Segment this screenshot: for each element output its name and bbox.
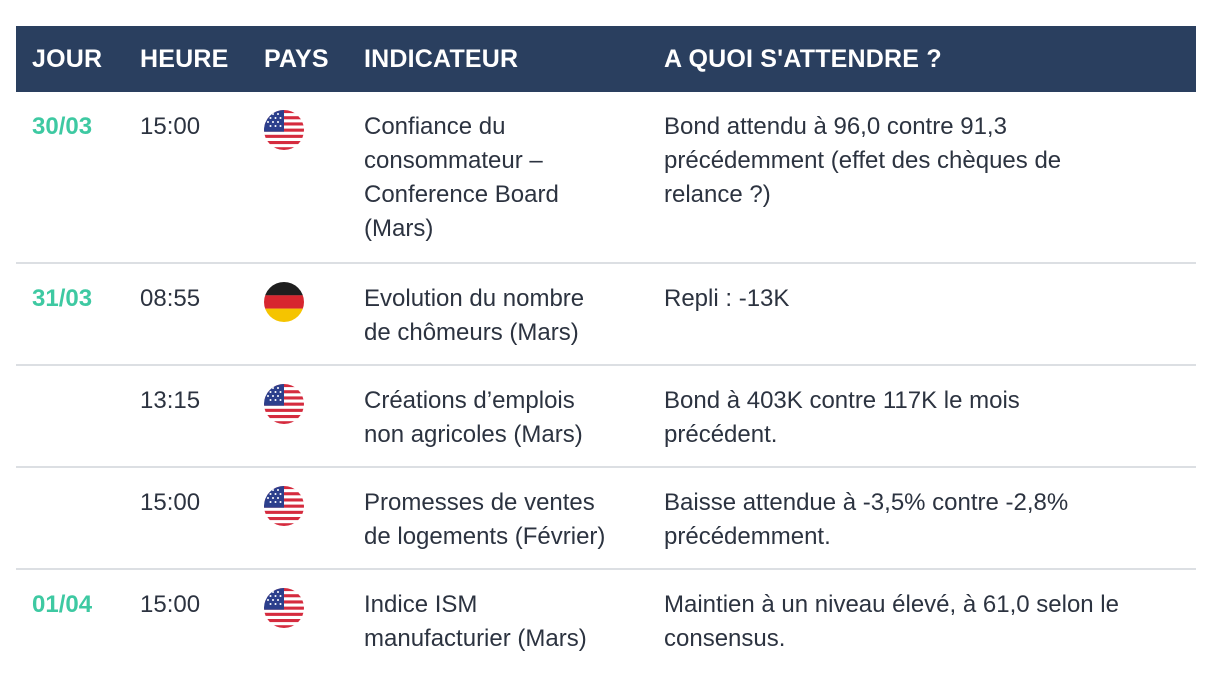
- indicator-line: non agricoles (Mars): [364, 421, 583, 448]
- header-heure: HEURE: [140, 44, 229, 73]
- indicator-cell: Evolution du nombre de chômeurs (Mars): [348, 282, 648, 350]
- expectation-line: précédemment.: [664, 523, 831, 550]
- indicator-line: Indice ISM: [364, 591, 478, 618]
- table-row: 31/03 08:55 Evolution du nombre de chôme…: [16, 264, 1196, 366]
- table-row: 13:15: [16, 366, 1196, 468]
- indicator-line: de logements (Février): [364, 523, 606, 550]
- expectation-line: Maintien à un niveau élevé, à 61,0 selon…: [664, 591, 1119, 618]
- header-indicateur: INDICATEUR: [364, 44, 519, 73]
- indicator-line: manufacturier (Mars): [364, 625, 587, 652]
- expectation-cell: Bond à 403K contre 117K le mois précéden…: [648, 384, 1196, 452]
- indicator-line: Promesses de ventes: [364, 489, 595, 516]
- indicator-cell: Confiance du consommateur – Conference B…: [348, 110, 648, 246]
- day-cell: 31/03: [32, 285, 93, 312]
- indicator-line: Conference Board: [364, 181, 559, 208]
- expectation-line: Bond attendu à 96,0 contre 91,3: [664, 113, 1007, 140]
- us-flag-icon: [264, 588, 304, 628]
- table-header: JOUR HEURE PAYS INDICATEUR A QUOI S'ATTE…: [16, 26, 1196, 92]
- us-flag-icon: [264, 110, 304, 150]
- indicator-line: Créations d’emplois: [364, 387, 575, 414]
- expectation-line: Bond à 403K contre 117K le mois: [664, 387, 1020, 414]
- indicator-line: (Mars): [364, 215, 434, 242]
- day-cell: 30/03: [32, 113, 93, 140]
- expectation-line: Repli : -13K: [664, 285, 790, 312]
- header-attendre: A QUOI S'ATTENDRE ?: [664, 44, 942, 73]
- indicator-cell: Indice ISM manufacturier (Mars): [348, 588, 648, 656]
- expectation-cell: Repli : -13K: [648, 282, 1196, 316]
- expectation-cell: Bond attendu à 96,0 contre 91,3 précédem…: [648, 110, 1196, 212]
- indicator-line: Evolution du nombre: [364, 285, 585, 312]
- expectation-cell: Baisse attendue à -3,5% contre -2,8% pré…: [648, 486, 1196, 554]
- country-cell: [248, 282, 348, 322]
- germany-flag-icon: [264, 282, 304, 322]
- table-row: 30/03 15:00: [16, 92, 1196, 264]
- expectation-line: relance ?): [664, 181, 771, 208]
- time-cell: 15:00: [140, 591, 201, 618]
- time-cell: 13:15: [140, 387, 201, 414]
- indicator-line: consommateur –: [364, 147, 543, 174]
- day-cell: 01/04: [32, 591, 93, 618]
- expectation-line: Baisse attendue à -3,5% contre -2,8%: [664, 489, 1069, 516]
- indicator-cell: Créations d’emplois non agricoles (Mars): [348, 384, 648, 452]
- indicator-line: de chômeurs (Mars): [364, 319, 579, 346]
- table-row: 15:00: [16, 468, 1196, 570]
- country-cell: [248, 110, 348, 150]
- table-row: 01/04 15:00: [16, 570, 1196, 672]
- time-cell: 15:00: [140, 113, 201, 140]
- indicator-cell: Promesses de ventes de logements (Févrie…: [348, 486, 648, 554]
- economic-calendar-table: JOUR HEURE PAYS INDICATEUR A QUOI S'ATTE…: [16, 26, 1196, 672]
- time-cell: 15:00: [140, 489, 201, 516]
- time-cell: 08:55: [140, 285, 201, 312]
- country-cell: [248, 588, 348, 628]
- country-cell: [248, 384, 348, 424]
- us-flag-icon: [264, 384, 304, 424]
- header-jour: JOUR: [32, 44, 103, 73]
- header-pays: PAYS: [264, 44, 329, 73]
- expectation-line: précédemment (effet des chèques de: [664, 147, 1062, 174]
- us-flag-icon: [264, 486, 304, 526]
- expectation-line: précédent.: [664, 421, 778, 448]
- indicator-line: Confiance du: [364, 113, 506, 140]
- country-cell: [248, 486, 348, 526]
- expectation-line: consensus.: [664, 625, 786, 652]
- expectation-cell: Maintien à un niveau élevé, à 61,0 selon…: [648, 588, 1196, 656]
